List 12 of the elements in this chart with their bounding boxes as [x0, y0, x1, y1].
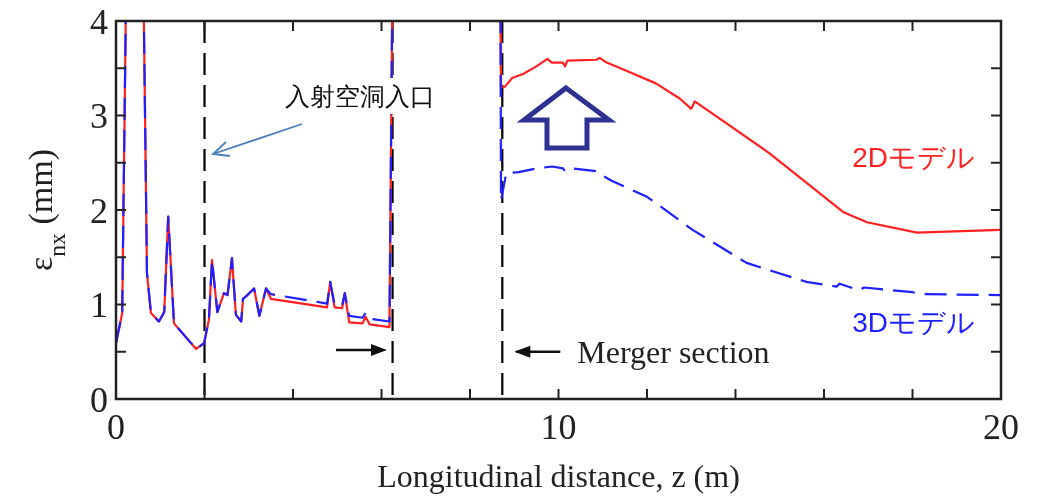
y-tick-label: 4 [90, 1, 108, 42]
x-axis-title: Longitudinal distance, z (m) [377, 458, 740, 494]
annotation: 入射空洞入口 [285, 82, 435, 110]
x-tick-label: 20 [983, 407, 1019, 447]
y-tick-label: 0 [90, 379, 108, 420]
series-label: 3Dモデル [852, 307, 975, 338]
series-label: 2Dモデル [852, 142, 975, 173]
y-tick-label: 2 [90, 190, 108, 231]
x-tick-label: 10 [540, 407, 577, 447]
y-tick-label: 3 [90, 96, 108, 137]
y-tick-label: 1 [90, 285, 108, 326]
annotation: Merger section [577, 333, 770, 370]
